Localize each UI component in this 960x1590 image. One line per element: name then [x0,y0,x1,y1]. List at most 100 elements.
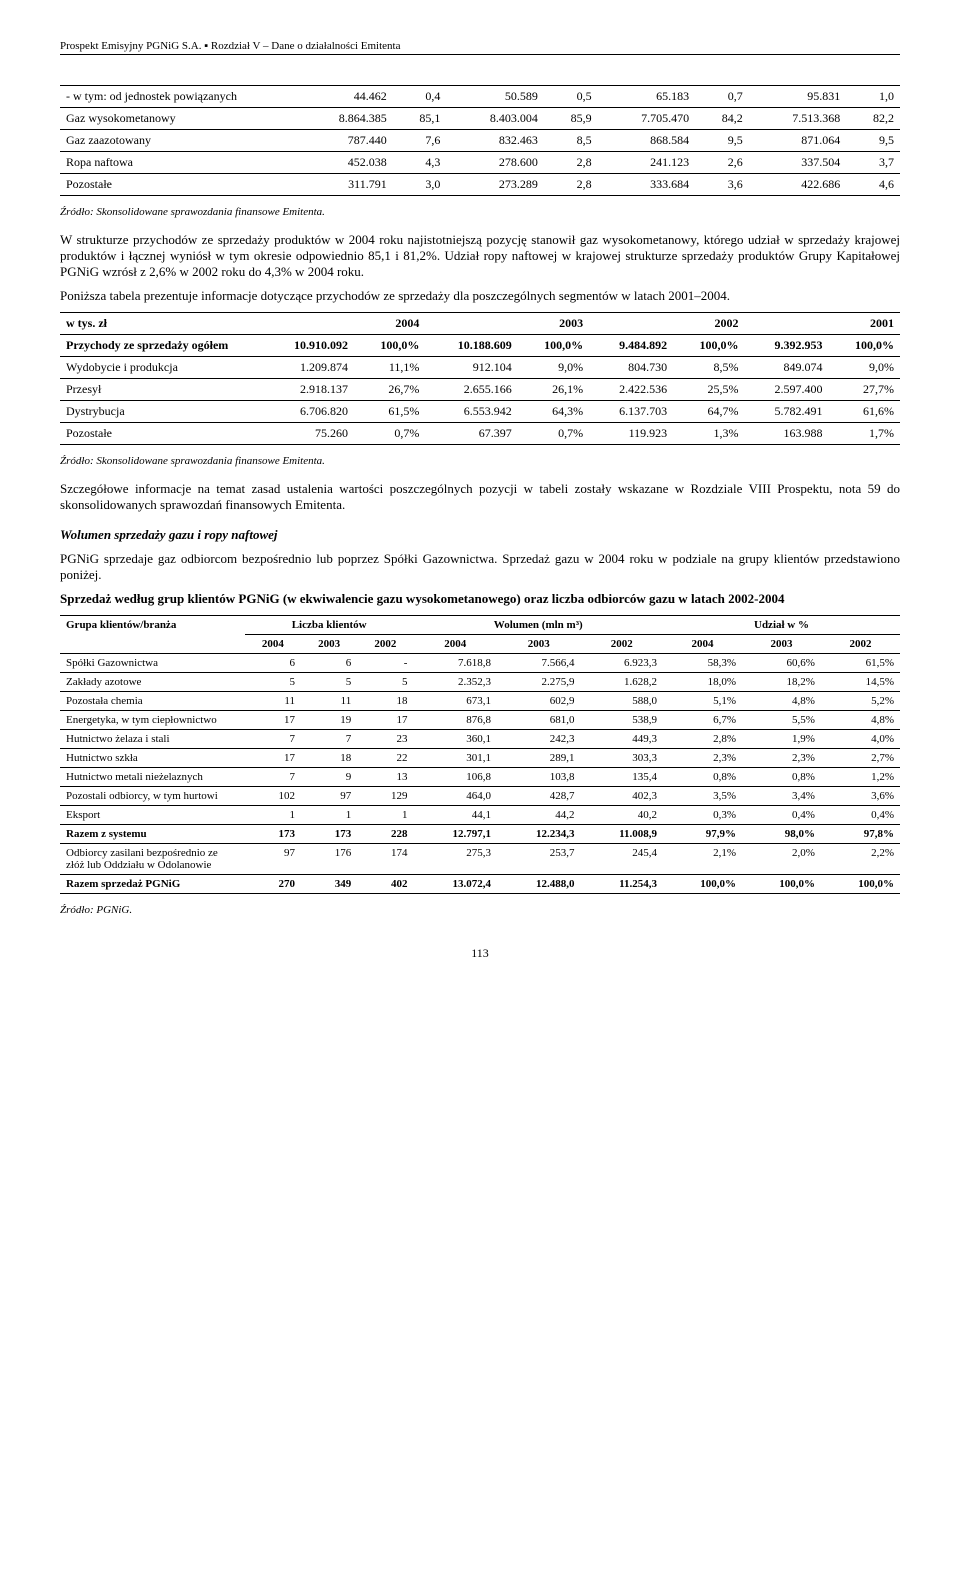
t3-y-u1: 2004 [663,635,742,654]
cell: 8.403.004 [446,108,544,130]
page-header: Prospekt Emisyjny PGNiG S.A. ▪ Rozdział … [60,40,900,55]
table-row: Odbiorcy zasilani bezpośrednio ze złóż l… [60,844,900,875]
cell: 11.254,3 [580,875,663,894]
cell: 67.397 [425,423,517,445]
t3-y-w1: 2004 [413,635,497,654]
cell-label: Gaz wysokometanowy [60,108,295,130]
cell-label: Ropa naftowa [60,152,295,174]
cell: 61,6% [829,401,900,423]
cell: 119.923 [589,423,673,445]
cell: 0,7% [518,423,589,445]
cell: 84,2 [695,108,749,130]
t2-h4: 2001 [745,313,900,335]
cell-label: Przesył [60,379,262,401]
cell: 681,0 [497,711,581,730]
cell: 100,0% [518,335,589,357]
cell: 103,8 [497,768,581,787]
cell: 912.104 [425,357,517,379]
table-row: Przychody ze sprzedaży ogółem10.910.0921… [60,335,900,357]
cell: 9,0% [518,357,589,379]
cell: 2,6 [695,152,749,174]
cell: 7.618,8 [413,654,497,673]
table-row: Gaz wysokometanowy8.864.38585,18.403.004… [60,108,900,130]
cell: 12.488,0 [497,875,581,894]
cell: 129 [357,787,413,806]
t3-h2: Wolumen (mln m³) [413,616,663,635]
cell: 9 [301,768,357,787]
cell-label: Energetyka, w tym ciepłownictwo [60,711,245,730]
cell: 5,1% [663,692,742,711]
cell: 10.910.092 [262,335,354,357]
cell-label: Hutnictwo żelaza i stali [60,730,245,749]
page-number: 113 [60,946,900,961]
cell: 40,2 [580,806,663,825]
cell: 1,7% [829,423,900,445]
table-row: Energetyka, w tym ciepłownictwo171917876… [60,711,900,730]
cell: 1,0 [846,86,900,108]
cell: 2,1% [663,844,742,875]
cell: 4,0% [821,730,900,749]
cell: 303,3 [580,749,663,768]
table-row: Hutnictwo szkła171822301,1289,1303,32,3%… [60,749,900,768]
cell: 9,0% [829,357,900,379]
cell: 849.074 [745,357,829,379]
cell-label: Gaz zaazotowany [60,130,295,152]
cell: 0,7 [695,86,749,108]
table-row: - w tym: od jednostek powiązanych44.4620… [60,86,900,108]
cell: 12.234,3 [497,825,581,844]
table-row: Razem z systemu17317322812.797,112.234,3… [60,825,900,844]
cell: 2,8 [544,152,598,174]
cell: 9.484.892 [589,335,673,357]
t2-h0: w tys. zł [60,313,262,335]
cell: 428,7 [497,787,581,806]
t3-y-u2: 2003 [742,635,821,654]
t2-h2: 2003 [425,313,589,335]
cell: 1,2% [821,768,900,787]
table-row: Pozostałe75.2600,7%67.3970,7%119.9231,3%… [60,423,900,445]
table-row: Hutnictwo żelaza i stali7723360,1242,344… [60,730,900,749]
table-row: Pozostałe311.7913,0273.2892,8333.6843,64… [60,174,900,196]
subheading-volume: Wolumen sprzedaży gazu i ropy naftowej [60,527,900,543]
t3-h0: Grupa klientów/branża [60,616,245,654]
cell: 7.566,4 [497,654,581,673]
cell: 19 [301,711,357,730]
cell: 100,0% [354,335,425,357]
cell: 588,0 [580,692,663,711]
cell: 337.504 [749,152,847,174]
cell: 8.864.385 [295,108,393,130]
cell: 876,8 [413,711,497,730]
cell: 27,7% [829,379,900,401]
cell: 449,3 [580,730,663,749]
cell: 11.008,9 [580,825,663,844]
cell: 11,1% [354,357,425,379]
cell: 1 [301,806,357,825]
source-note-1: Źródło: Skonsolidowane sprawozdania fina… [60,206,900,218]
cell: 673,1 [413,692,497,711]
t3-y-w2: 2003 [497,635,581,654]
source-note-3: Źródło: PGNiG. [60,904,900,916]
table-row: Ropa naftowa452.0384,3278.6002,8241.1232… [60,152,900,174]
cell-label: Pozostałe [60,174,295,196]
cell: 44.462 [295,86,393,108]
t3-h3: Udział w % [663,616,900,635]
cell: 3,0 [393,174,447,196]
table-products: - w tym: od jednostek powiązanych44.4620… [60,85,900,196]
cell: 95.831 [749,86,847,108]
cell: 0,7% [354,423,425,445]
cell: 0,4% [821,806,900,825]
cell: 9.392.953 [745,335,829,357]
cell: 2,3% [742,749,821,768]
paragraph-3: Szczegółowe informacje na temat zasad us… [60,481,900,513]
cell: 106,8 [413,768,497,787]
cell: 18,0% [663,673,742,692]
table-row: Dystrybucja6.706.82061,5%6.553.94264,3%6… [60,401,900,423]
cell-label: Dystrybucja [60,401,262,423]
cell: 10.188.609 [425,335,517,357]
cell: 97,8% [821,825,900,844]
t2-h3: 2002 [589,313,744,335]
cell-label: Razem z systemu [60,825,245,844]
cell: 273.289 [446,174,544,196]
cell: 538,9 [580,711,663,730]
cell: 102 [245,787,301,806]
cell-label: Pozostała chemia [60,692,245,711]
